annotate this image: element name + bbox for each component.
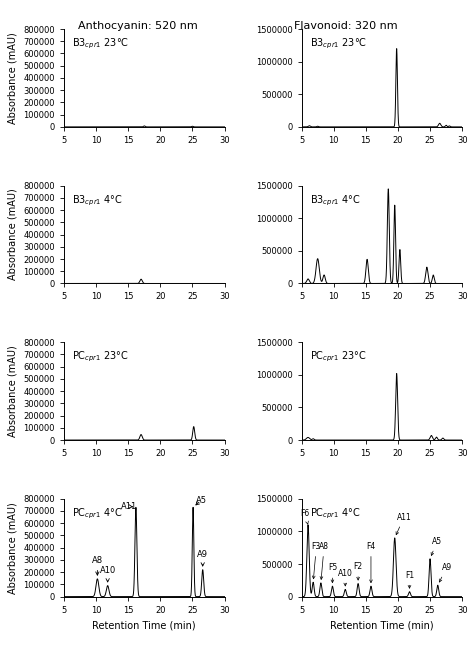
Text: F3: F3	[312, 542, 321, 579]
Y-axis label: Absorbance (mAU): Absorbance (mAU)	[8, 502, 18, 593]
Text: A9: A9	[439, 563, 452, 582]
Text: B3$_{cpr1}$ 4°C: B3$_{cpr1}$ 4°C	[72, 194, 123, 208]
Text: A10: A10	[338, 569, 353, 586]
Text: F4: F4	[366, 542, 375, 582]
Text: A11: A11	[121, 502, 137, 511]
Text: B3$_{cpr1}$ 4°C: B3$_{cpr1}$ 4°C	[310, 194, 361, 208]
Text: A9: A9	[197, 550, 208, 566]
Text: F6: F6	[300, 510, 310, 524]
Text: A8: A8	[92, 556, 103, 575]
Text: PC$_{cpr1}$ 4°C: PC$_{cpr1}$ 4°C	[310, 506, 360, 521]
Text: Anthocyanin: 520 nm: Anthocyanin: 520 nm	[78, 21, 197, 31]
Text: F5: F5	[328, 564, 337, 582]
Text: A10: A10	[100, 566, 116, 582]
Text: F1: F1	[405, 571, 414, 588]
Text: Flavonoid: 320 nm: Flavonoid: 320 nm	[294, 21, 398, 31]
Text: B3$_{cpr1}$ 23°C: B3$_{cpr1}$ 23°C	[72, 37, 129, 51]
Text: PC$_{cpr1}$ 4°C: PC$_{cpr1}$ 4°C	[72, 506, 123, 521]
Y-axis label: Absorbance (mAU): Absorbance (mAU)	[8, 188, 18, 281]
Y-axis label: Absorbance (mAU): Absorbance (mAU)	[8, 32, 18, 124]
Text: PC$_{cpr1}$ 23°C: PC$_{cpr1}$ 23°C	[72, 350, 129, 364]
X-axis label: Retention Time (min): Retention Time (min)	[92, 620, 196, 630]
Text: F2: F2	[354, 562, 363, 580]
Text: PC$_{cpr1}$ 23°C: PC$_{cpr1}$ 23°C	[310, 350, 366, 364]
Text: B3$_{cpr1}$ 23°C: B3$_{cpr1}$ 23°C	[310, 37, 367, 51]
Text: A5: A5	[196, 496, 207, 505]
Text: A5: A5	[431, 537, 442, 555]
Text: A8: A8	[319, 542, 329, 579]
Text: A11: A11	[396, 513, 411, 535]
X-axis label: Retention Time (min): Retention Time (min)	[330, 620, 434, 630]
Y-axis label: Absorbance (mAU): Absorbance (mAU)	[8, 345, 18, 437]
